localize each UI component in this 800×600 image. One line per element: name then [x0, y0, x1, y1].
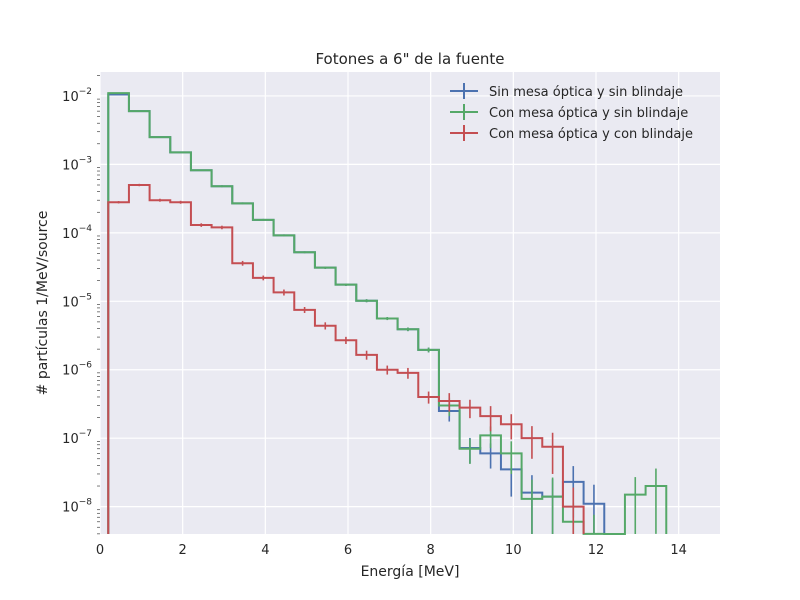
- legend: Sin mesa óptica y sin blindaje Con mesa ó…: [450, 83, 693, 142]
- series-2: [107, 92, 668, 535]
- x-tick-label: 2: [179, 543, 187, 558]
- x-axis-label: Energía [MeV]: [361, 564, 460, 580]
- x-axis-ticks: 0 2 4 6 8 10 12 14: [96, 543, 687, 558]
- y-tick-label: 10−4: [62, 224, 92, 242]
- y-tick-label: 10−8: [62, 498, 92, 516]
- legend-label: Con mesa óptica y con blindaje: [489, 127, 693, 142]
- y-axis-label: # partículas 1/MeV/source: [35, 211, 51, 396]
- y-tick-label: 10−2: [62, 87, 92, 105]
- x-tick-label: 0: [96, 543, 104, 558]
- legend-item: Con mesa óptica y sin blindaje: [450, 104, 688, 121]
- plot-area: [100, 72, 720, 534]
- legend-item: Con mesa óptica y con blindaje: [450, 125, 693, 142]
- y-tick-label: 10−6: [62, 361, 92, 379]
- x-tick-label: 14: [670, 543, 687, 558]
- y-axis-ticks: 10−8 10−7 10−6 10−5 10−4 10−3 10−2: [62, 75, 100, 535]
- y-tick-label: 10−3: [62, 155, 92, 173]
- legend-label: Sin mesa óptica y sin blindaje: [489, 85, 683, 100]
- x-tick-label: 6: [344, 543, 352, 558]
- x-tick-label: 10: [505, 543, 522, 558]
- legend-item: Sin mesa óptica y sin blindaje: [450, 83, 683, 100]
- grid: [99, 72, 720, 534]
- y-tick-label: 10−5: [62, 292, 92, 310]
- series-3: [107, 183, 585, 534]
- y-tick-label: 10−7: [62, 429, 92, 447]
- chart-title: Fotones a 6" de la fuente: [315, 50, 504, 68]
- x-tick-label: 12: [588, 543, 605, 558]
- x-tick-label: 4: [261, 543, 269, 558]
- series-layer: [107, 92, 668, 535]
- x-tick-label: 8: [427, 543, 435, 558]
- legend-label: Con mesa óptica y sin blindaje: [489, 106, 688, 121]
